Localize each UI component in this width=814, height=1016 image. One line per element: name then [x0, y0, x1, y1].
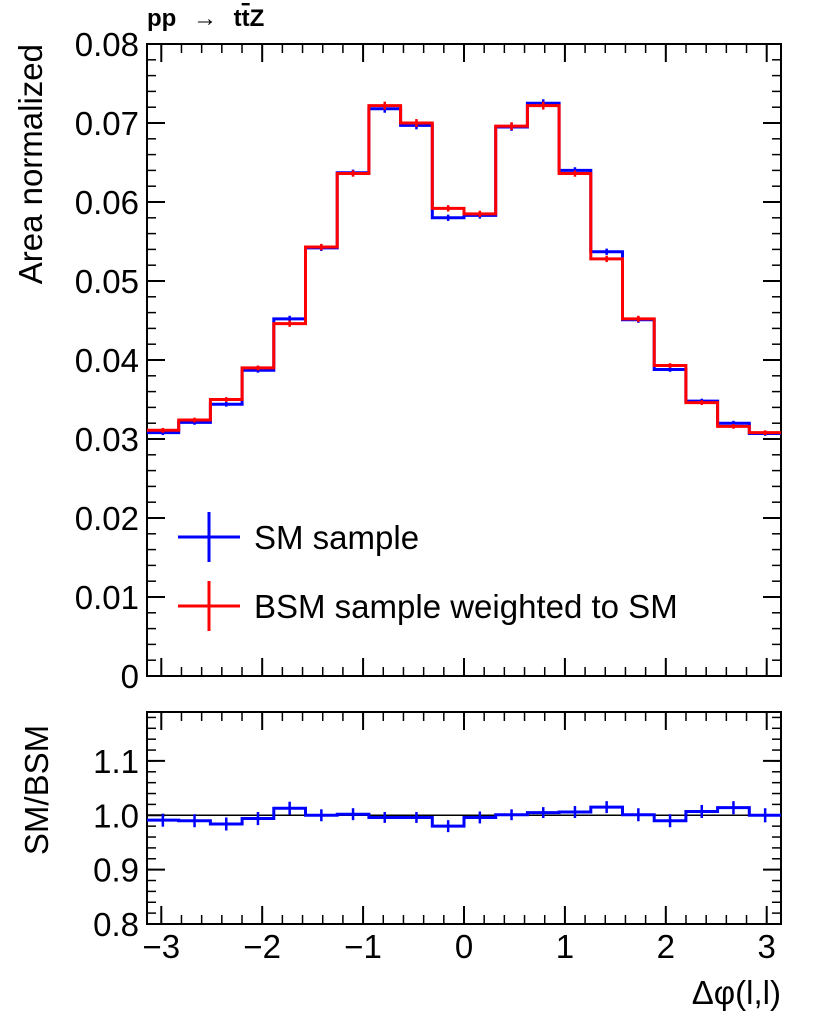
legend-bsm-label: BSM sample weighted to SM: [254, 588, 678, 625]
main-plot-frame: [146, 43, 782, 677]
main-y-tick-label: 0.06: [75, 184, 139, 221]
ratio-y-tick-label: 0.8: [93, 906, 139, 943]
main-y-tick-label: 0.01: [75, 579, 139, 616]
main-y-tick-label: 0.05: [75, 263, 139, 300]
ratio-x-tick-label: 1: [556, 928, 574, 965]
ratio-x-axis: −3 −2 −1 0 1 2 3: [142, 712, 776, 965]
ratio-y-axis: 0.8 0.9 1.0 1.1: [93, 716, 781, 943]
ratio-y-tick-label: 1.1: [93, 743, 139, 780]
ratio-y-tick-label: 0.9: [93, 852, 139, 889]
main-series-1-step-line: [147, 104, 781, 435]
main-panel: 0 0.01 0.02 0.03 0.04 0.05 0.06 0.07 0.08 Area n…: [12, 26, 782, 695]
legend-entry-sm: SM sample: [178, 512, 419, 562]
ratio-x-tick-label: −1: [344, 928, 382, 965]
main-y-tick-label: 0.08: [75, 26, 139, 63]
ratio-panel: 0.8 0.9 1.0 1.1 −3 −2 −1 0 1 2 3 SM/BSM Δφ(l,l): [18, 711, 782, 1011]
legend-sm-label: SM sample: [254, 519, 419, 556]
process-label: pp → ttZ: [147, 5, 264, 32]
main-y-axis-title: Area normalized: [12, 44, 49, 284]
legend: SM sample BSM sample weighted to SM: [178, 512, 678, 631]
ratio-x-tick-label: −3: [142, 928, 180, 965]
main-y-tick-label: 0.04: [75, 342, 139, 379]
x-axis-title: Δφ(l,l): [692, 974, 781, 1011]
ratio-x-tick-label: −2: [243, 928, 281, 965]
main-series-group: [147, 99, 781, 436]
legend-entry-bsm: BSM sample weighted to SM: [178, 581, 678, 631]
main-y-axis: 0 0.01 0.02 0.03 0.04 0.05 0.06 0.07 0.08: [75, 26, 781, 695]
ratio-y-tick-label: 1.0: [93, 797, 139, 834]
main-y-tick-label: 0.02: [75, 500, 139, 537]
ratio-y-axis-title: SM/BSM: [18, 725, 55, 855]
ratio-x-tick-label: 2: [657, 928, 675, 965]
main-y-tick-label: 0.07: [75, 105, 139, 142]
ratio-x-tick-label: 3: [758, 928, 776, 965]
ratio-x-tick-label: 0: [455, 928, 473, 965]
ratio-series-0-step-line: [147, 805, 781, 828]
ratio-series-group: [147, 801, 781, 833]
tbar-label: t: [242, 5, 250, 32]
main-x-axis: [160, 44, 768, 676]
main-y-tick-label: 0: [121, 658, 139, 695]
main-y-tick-label: 0.03: [75, 421, 139, 458]
